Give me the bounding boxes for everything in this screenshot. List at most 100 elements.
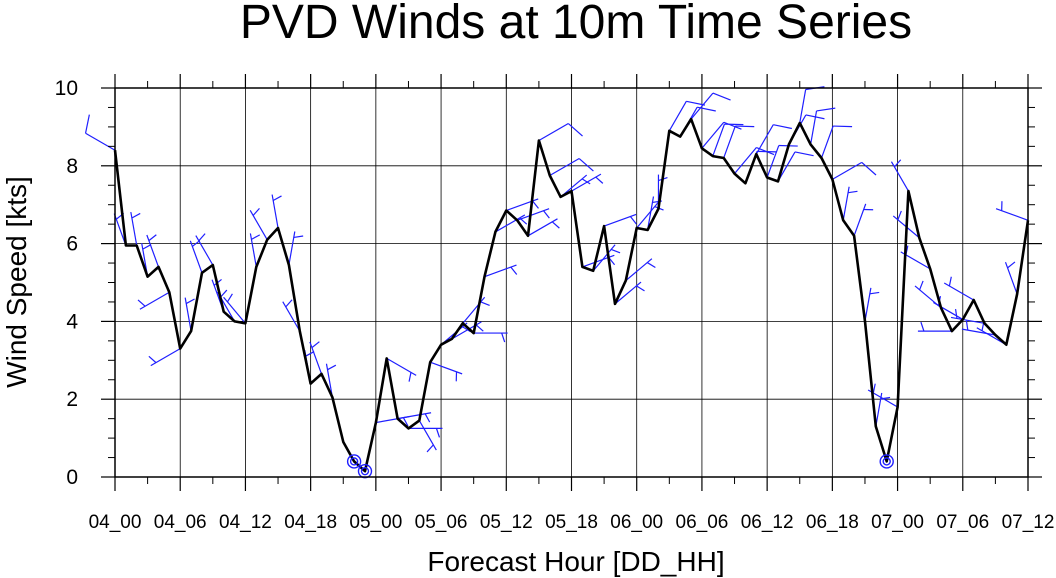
chart-title: PVD Winds at 10m Time Series xyxy=(240,0,912,49)
wind-barb-half xyxy=(137,299,146,307)
wind-barb-staff xyxy=(755,124,774,155)
x-axis-label: Forecast Hour [DD_HH] xyxy=(427,546,724,577)
wind-barb-half xyxy=(581,178,591,185)
x-tick-label: 04_18 xyxy=(284,512,337,533)
wind-barb xyxy=(810,107,836,145)
x-tick-label: 06_06 xyxy=(676,512,729,533)
wind-barb-full xyxy=(724,123,744,126)
wind-barb xyxy=(603,213,637,227)
wind-barb-staff xyxy=(701,121,725,149)
calm-marker-inner xyxy=(349,457,359,466)
wind-barb-staff xyxy=(189,240,203,273)
wind-barb-half xyxy=(897,210,902,220)
wind-barb-half xyxy=(185,298,195,305)
wind-barb-full xyxy=(773,124,792,130)
calm-marker-outer xyxy=(346,454,362,469)
wind-barb-staff xyxy=(810,110,818,145)
axis-ticks: 0 2 4 6 8 10 04_00 04_06 04_12 04_18 05_00 05_06 05_… xyxy=(55,74,1055,533)
wind-barb-staff xyxy=(853,203,867,237)
wind-barb-staff xyxy=(712,123,725,157)
wind-barb xyxy=(890,159,909,192)
x-tick-label: 04_12 xyxy=(219,512,272,533)
calm-marker-inner xyxy=(882,457,891,466)
wind-barb xyxy=(538,122,583,142)
calm-marker xyxy=(346,454,362,469)
wind-barb-half xyxy=(954,309,958,319)
wind-barb-staff xyxy=(723,125,736,159)
wind-barb-half xyxy=(131,212,141,219)
wind-barb xyxy=(961,320,996,336)
wind-barb-staff xyxy=(462,296,486,324)
wind-barb-half xyxy=(551,221,560,229)
wind-barb xyxy=(917,321,952,332)
x-tick-label: 07_12 xyxy=(1002,512,1055,533)
wind-barb xyxy=(271,194,282,229)
wind-barb-half xyxy=(480,301,490,306)
wind-barb xyxy=(842,186,858,221)
y-axis-label: Wind Speed [kts] xyxy=(1,176,32,388)
wind-barb-half xyxy=(198,233,206,242)
wind-barb-full xyxy=(757,150,777,153)
wind-barb xyxy=(130,211,141,246)
y-tick-label: 2 xyxy=(66,388,78,411)
wind-barb xyxy=(755,124,792,155)
wind-barb-staff xyxy=(538,122,569,142)
wind-barb xyxy=(386,357,417,382)
wind-barb-half xyxy=(226,293,233,303)
wind-barb-half xyxy=(424,413,431,423)
wind-barb-half xyxy=(629,216,637,225)
wind-barb-staff xyxy=(1004,262,1018,295)
x-tick-label: 05_00 xyxy=(349,512,402,533)
wind-barb-half xyxy=(611,248,621,254)
wind-barb xyxy=(943,276,974,301)
wind-barb-staff xyxy=(484,264,517,278)
wind-barb xyxy=(723,125,755,159)
wind-barb xyxy=(571,173,604,192)
wind-barb xyxy=(325,363,337,398)
wind-barb-staff xyxy=(527,218,558,237)
wind-barb-staff xyxy=(223,296,246,324)
wind-barb-half xyxy=(1007,261,1016,269)
wind-barb-staff xyxy=(690,92,714,120)
wind-barb-half xyxy=(462,326,471,333)
wind-barb-staff xyxy=(516,208,550,221)
wind-barb xyxy=(397,412,432,423)
wind-barb xyxy=(690,92,731,120)
x-tick-label: 07_06 xyxy=(936,512,989,533)
grid-lines xyxy=(115,88,1028,477)
calm-marker-inner xyxy=(360,466,370,476)
y-tick-label: 6 xyxy=(66,233,78,256)
wind-barb-half xyxy=(426,444,434,453)
wind-barb-staff xyxy=(195,235,214,266)
wind-barb xyxy=(832,161,877,180)
wind-barb xyxy=(668,100,706,132)
wind-barb-half xyxy=(402,417,409,427)
wind-barb-full xyxy=(816,107,836,112)
wind-barb-staff xyxy=(571,173,602,192)
wind-barb-staff xyxy=(832,161,863,180)
wind-barb xyxy=(864,287,880,322)
wind-barb-half xyxy=(510,266,518,275)
wind-barb-full xyxy=(833,125,853,128)
y-tick-label: 10 xyxy=(55,77,78,100)
wind-barb-half xyxy=(435,428,441,438)
wind-barb xyxy=(1004,261,1018,295)
wind-barb-staff xyxy=(950,316,985,324)
wind-barbs xyxy=(84,86,1029,453)
wind-barb-half xyxy=(501,332,506,343)
wind-barb-staff xyxy=(85,132,116,151)
wind-barb xyxy=(484,264,518,278)
wind-barb-half xyxy=(948,276,952,287)
wind-barb-full xyxy=(578,158,594,172)
wind-barb-half xyxy=(893,159,902,168)
wind-barb-staff xyxy=(150,348,181,367)
wind-barb-half xyxy=(148,355,157,364)
wind-barb xyxy=(995,201,1029,221)
x-tick-label: 06_00 xyxy=(610,512,663,533)
wind-barb xyxy=(820,125,853,159)
wind-barb xyxy=(184,297,195,332)
y-tick-label: 0 xyxy=(66,466,78,489)
wind-barb-staff xyxy=(288,231,296,266)
